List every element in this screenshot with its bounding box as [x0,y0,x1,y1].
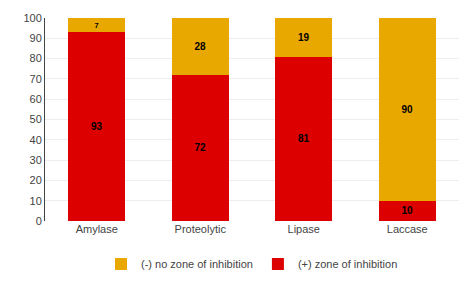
svg-text:0: 0 [36,215,42,227]
svg-text:Proteolytic: Proteolytic [175,223,227,235]
svg-text:7: 7 [95,21,99,30]
svg-text:28: 28 [194,41,206,52]
svg-text:90: 90 [401,104,413,115]
svg-text:70: 70 [30,73,42,85]
svg-text:81: 81 [298,133,310,144]
svg-text:10: 10 [401,205,413,216]
svg-text:90: 90 [30,32,42,44]
svg-text:19: 19 [298,32,310,43]
svg-text:93: 93 [91,121,103,132]
svg-text:30: 30 [30,154,42,166]
svg-text:Amylase: Amylase [76,223,118,235]
svg-text:60: 60 [30,93,42,105]
svg-text:80: 80 [30,52,42,64]
svg-text:Lipase: Lipase [288,223,320,235]
svg-text:72: 72 [194,142,206,153]
svg-text:20: 20 [30,174,42,186]
svg-text:100: 100 [23,12,41,24]
svg-text:(-) no zone of inhibition: (-) no zone of inhibition [141,258,253,270]
svg-text:Laccase: Laccase [387,223,428,235]
svg-text:10: 10 [30,195,42,207]
svg-text:40: 40 [30,134,42,146]
svg-text:50: 50 [30,113,42,125]
svg-text:(+) zone of inhibition: (+) zone of inhibition [298,258,397,270]
